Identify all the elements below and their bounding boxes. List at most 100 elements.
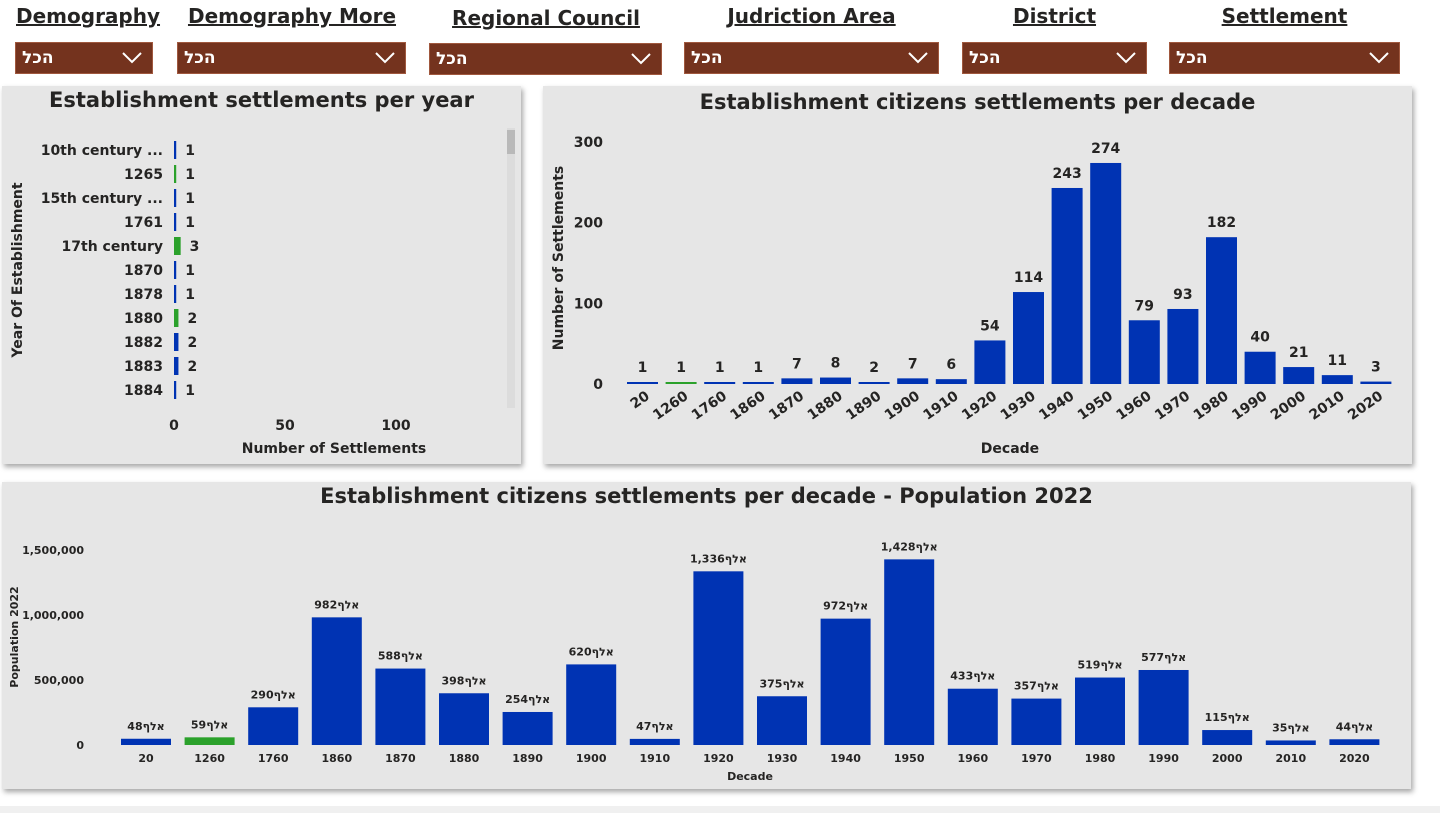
bar xyxy=(897,378,929,384)
chevron-down-icon xyxy=(908,52,928,64)
x-tick-label: 1900 xyxy=(576,752,607,765)
bar xyxy=(974,340,1006,384)
slicer-value: הכל xyxy=(691,48,723,68)
data-label: 1 xyxy=(185,191,195,207)
slicer-value: הכל xyxy=(1176,48,1208,68)
filter-title-judriction-area: Judriction Area xyxy=(727,4,896,28)
x-tick-label: 1880 xyxy=(449,752,480,765)
bar xyxy=(174,141,177,159)
y-tick-label: 1884 xyxy=(124,383,163,399)
district-slicer[interactable]: הכל xyxy=(962,42,1147,74)
chart-title: Establishment citizens settlements per d… xyxy=(699,90,1256,114)
data-label: 1 xyxy=(185,287,195,303)
data-label: 1,336אלף xyxy=(690,552,747,565)
x-tick-label: 20 xyxy=(628,388,653,412)
y-tick-label: 1880 xyxy=(124,311,163,327)
demography-slicer[interactable]: הכל xyxy=(15,42,153,74)
bar xyxy=(174,213,177,231)
settlement-slicer[interactable]: הכל xyxy=(1169,42,1400,74)
data-label: 2 xyxy=(869,360,879,376)
bar xyxy=(1202,730,1253,745)
bar xyxy=(629,738,680,745)
x-tick-label: 1940 xyxy=(1036,388,1077,424)
x-tick-label: 100 xyxy=(381,418,410,434)
bar xyxy=(174,309,179,327)
scrollbar-thumb[interactable] xyxy=(507,130,515,154)
bar xyxy=(781,378,813,384)
data-label: 1 xyxy=(185,143,195,159)
data-label: 21 xyxy=(1289,345,1308,361)
x-tick-label: 1940 xyxy=(830,752,861,765)
data-label: 1 xyxy=(185,383,195,399)
y-tick-label: 1882 xyxy=(124,335,163,351)
x-tick-label: 1870 xyxy=(385,752,416,765)
per-decade-chart-panel: Establishment citizens settlements per d… xyxy=(543,86,1412,464)
filter-title-regional-council: Regional Council xyxy=(452,6,640,30)
x-tick-label: 1880 xyxy=(805,388,846,424)
bar xyxy=(757,696,807,745)
y-tick-label: 10th century ... xyxy=(41,143,163,159)
bar xyxy=(1090,162,1122,384)
data-label: 48אלף xyxy=(127,720,164,733)
data-label: 79 xyxy=(1135,298,1154,314)
demography-more-slicer[interactable]: הכל xyxy=(177,42,406,74)
bar xyxy=(1321,375,1353,384)
y-tick-label: 1878 xyxy=(124,287,163,303)
data-label: 7 xyxy=(792,356,802,372)
filter-title-demography: Demography xyxy=(16,4,161,28)
x-tick-label: 2020 xyxy=(1345,388,1386,424)
y-tick-label: 100 xyxy=(574,296,603,312)
data-label: 375אלף xyxy=(759,677,804,690)
bar xyxy=(1167,308,1199,384)
bottom-band xyxy=(0,806,1440,813)
data-label: 182 xyxy=(1207,215,1236,231)
chevron-down-icon xyxy=(631,53,651,65)
bar xyxy=(1206,237,1237,384)
bar xyxy=(1075,677,1125,745)
y-tick-label: 1,000,000 xyxy=(22,609,84,622)
population-chart: 0 500,000 1,000,000 1,500,000 48אלף 20 59אלף 12… xyxy=(8,540,1380,783)
data-label: 243 xyxy=(1052,166,1081,182)
bar xyxy=(566,664,617,745)
chevron-down-icon xyxy=(122,52,142,64)
data-label: 254אלף xyxy=(505,693,550,706)
filter-title-district: District xyxy=(1012,4,1097,28)
bar xyxy=(174,381,177,399)
data-label: 54 xyxy=(980,318,1000,334)
x-axis-title: Decade xyxy=(981,441,1039,457)
x-tick-label: 1990 xyxy=(1148,752,1179,765)
data-label: 93 xyxy=(1173,287,1192,303)
bar xyxy=(693,571,744,745)
x-tick-label: 2020 xyxy=(1339,752,1370,765)
judriction-area-slicer[interactable]: הכל xyxy=(684,42,939,74)
data-label: 8 xyxy=(831,356,841,372)
per-year-chart-panel: Establishment settlements per year 10th … xyxy=(2,86,521,464)
chart-title: Establishment citizens settlements per d… xyxy=(320,484,1093,508)
y-tick-label: 1265 xyxy=(124,167,163,183)
x-tick-label: 1980 xyxy=(1191,388,1232,424)
data-label: 398אלף xyxy=(441,674,486,687)
x-tick-label: 2010 xyxy=(1275,752,1306,765)
y-tick-label: 1,500,000 xyxy=(22,544,84,557)
bar xyxy=(1244,351,1276,384)
y-tick-label: 1870 xyxy=(124,263,163,279)
bar xyxy=(311,617,362,745)
x-tick-label: 1950 xyxy=(894,752,925,765)
x-tick-label: 20 xyxy=(138,752,154,765)
bar xyxy=(742,382,774,384)
bar xyxy=(935,379,967,384)
bar xyxy=(174,165,177,183)
data-label: 1 xyxy=(185,215,195,231)
bar xyxy=(184,737,235,745)
regional-council-slicer[interactable]: הכל xyxy=(429,43,662,75)
data-label: 1,428אלף xyxy=(881,540,938,553)
data-label: 1 xyxy=(185,167,195,183)
data-label: 1 xyxy=(638,360,648,376)
x-tick-label: 2000 xyxy=(1212,752,1243,765)
x-tick-label: 1960 xyxy=(957,752,988,765)
data-label: 11 xyxy=(1328,353,1347,369)
y-tick-label: 1761 xyxy=(124,215,163,231)
data-label: 2 xyxy=(187,359,197,375)
x-tick-label: 1760 xyxy=(689,388,730,424)
bar xyxy=(439,693,489,745)
